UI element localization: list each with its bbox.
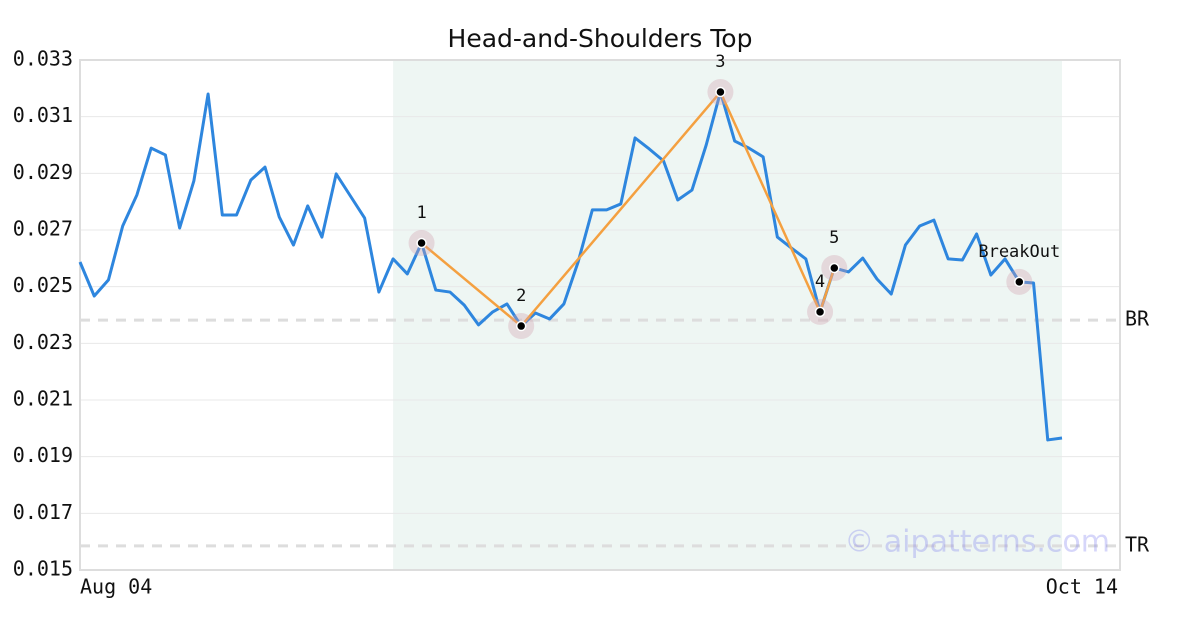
level-label: BR — [1125, 307, 1150, 331]
y-tick-label: 0.033 — [13, 47, 73, 71]
y-tick-label: 0.017 — [13, 500, 73, 524]
watermark: © aipatterns.com — [844, 525, 1110, 560]
y-tick-label: 0.015 — [13, 557, 73, 581]
plot-border — [79, 59, 1121, 571]
pattern-label: 3 — [715, 52, 725, 72]
y-tick-label: 0.021 — [13, 387, 73, 411]
x-tick-label: Oct 14 — [1046, 575, 1118, 599]
y-tick-label: 0.023 — [13, 330, 73, 354]
y-tick-label: 0.031 — [13, 103, 73, 127]
pattern-point — [829, 262, 840, 274]
price-line — [78, 90, 1063, 442]
y-tick-label: 0.019 — [13, 443, 73, 467]
chart-title: Head-and-Shoulders Top — [448, 24, 753, 53]
y-tick-label: 0.029 — [13, 160, 73, 184]
pattern-point — [715, 86, 726, 98]
shaded-region — [393, 60, 1062, 570]
level-label: TR — [1125, 532, 1150, 556]
pattern-label: 1 — [416, 203, 426, 223]
y-tick-label: 0.027 — [13, 217, 73, 241]
pattern-point — [1014, 276, 1025, 288]
pattern-point — [814, 306, 826, 318]
pattern-label: BreakOut — [978, 242, 1060, 262]
y-tick-label: 0.025 — [13, 273, 73, 297]
pattern-label: 2 — [516, 286, 526, 306]
pattern-label: 5 — [829, 228, 839, 248]
x-tick-label: Aug 04 — [80, 575, 152, 599]
pattern-label: 4 — [815, 272, 825, 292]
pattern-point — [416, 237, 427, 249]
pattern-point — [515, 320, 527, 332]
